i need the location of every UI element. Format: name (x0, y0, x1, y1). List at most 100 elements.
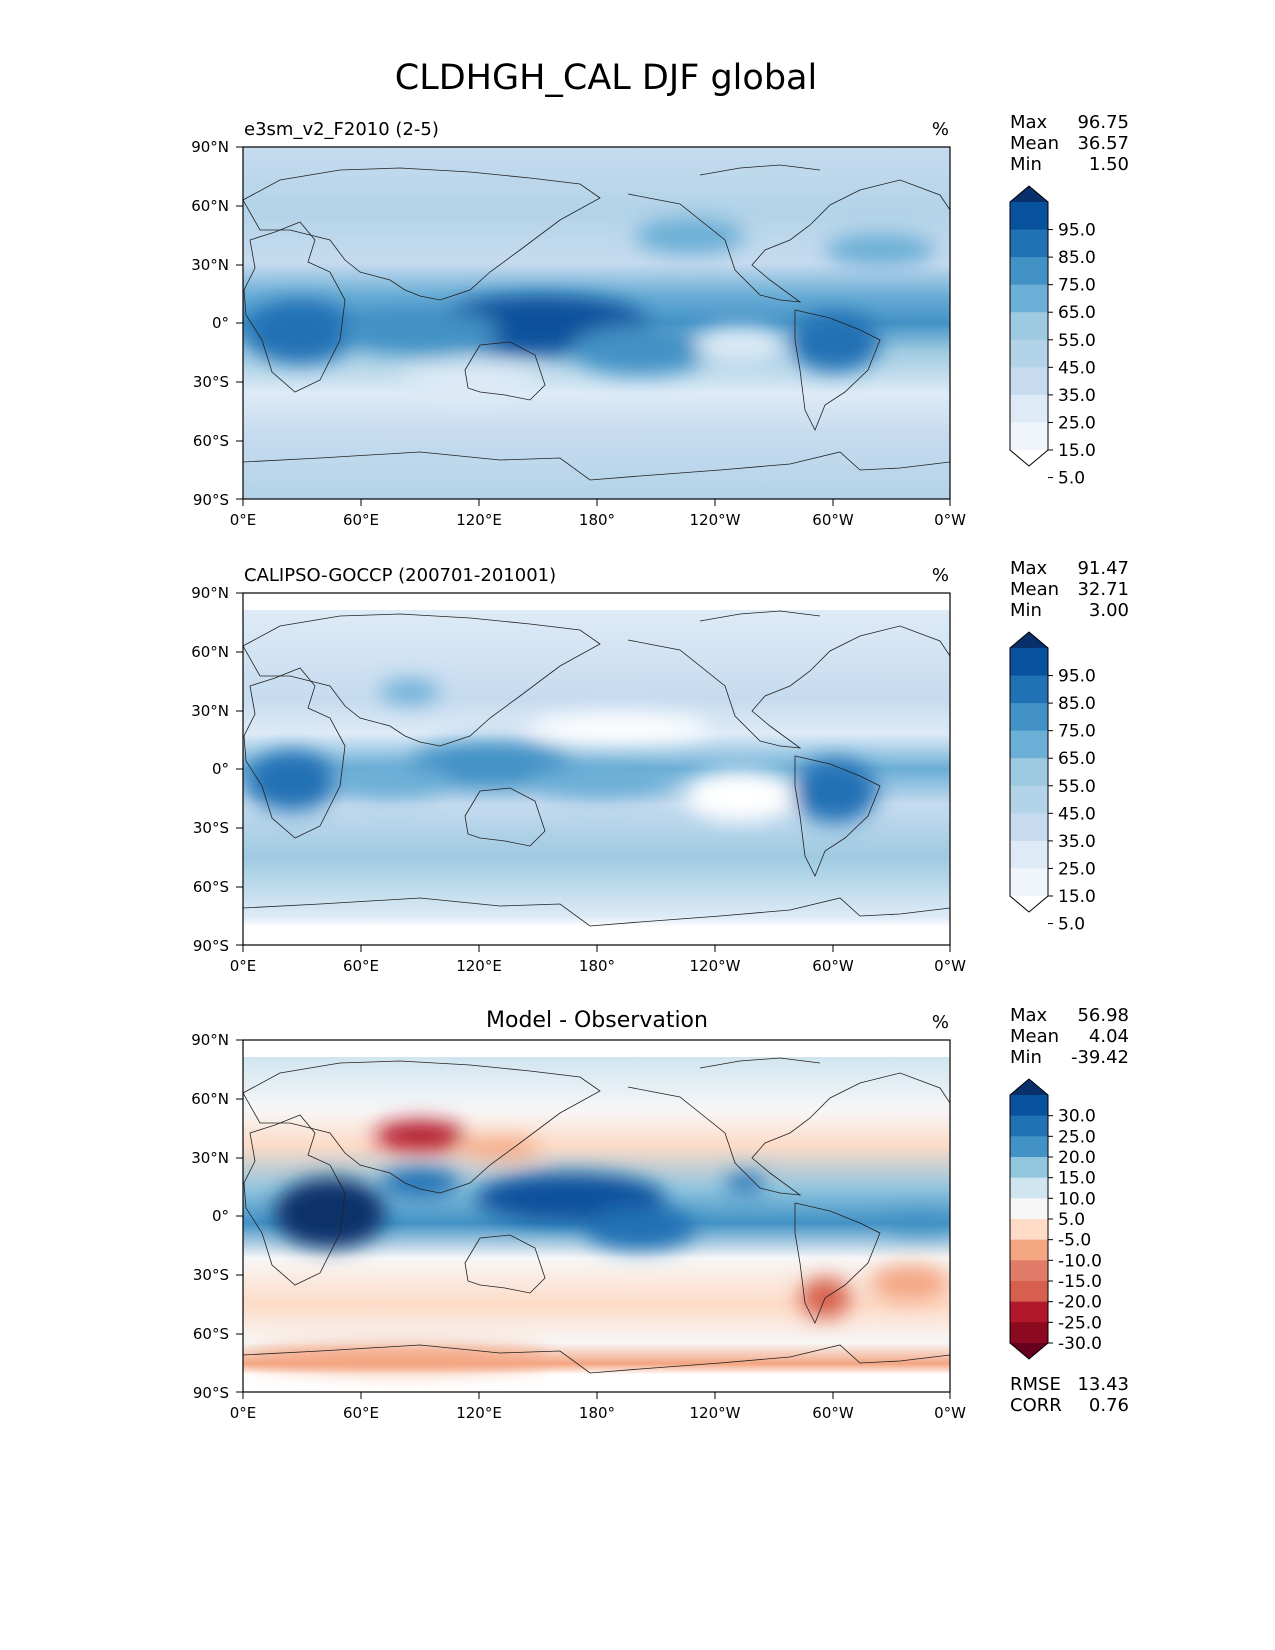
colorbar-tick-label: 10.0 (1058, 1189, 1096, 1209)
colorbar-segment (1010, 1281, 1048, 1303)
panel-title: CALIPSO-GOCCP (200701-201001) (244, 565, 556, 586)
colorbar-segment (1010, 1095, 1048, 1117)
lon-tick-label: 0°E (230, 511, 257, 529)
lat-tick-label: 60°S (193, 878, 229, 896)
colorbar-segment (1010, 339, 1048, 368)
lat-tick-label: 0° (212, 314, 229, 332)
lat-axis: 90°N 60°N 30°N 0° 30°S 60°S 90°S (191, 1031, 243, 1402)
stat-label: Max (1010, 558, 1048, 579)
negative-bias-south-atlantic (870, 1265, 950, 1301)
lon-tick-label: 0°E (230, 957, 257, 975)
map-field (243, 147, 950, 499)
lat-tick-label: 90°N (191, 1031, 229, 1049)
colorbar: 30.025.020.015.010.05.0-5.0-10.0-15.0-20… (1009, 1078, 1102, 1360)
colorbar-tick-label: -5.0 (1058, 1231, 1091, 1251)
coastlines (243, 164, 950, 481)
spcz-band (570, 325, 710, 375)
colorbar-tick-label: 5.0 (1058, 1210, 1085, 1230)
lat-tick-label: 90°S (193, 1384, 229, 1402)
colorbar-tick-label: 25.0 (1058, 859, 1096, 879)
colorbar-segment (1010, 229, 1048, 258)
missing-data-north (243, 1040, 950, 1057)
colorbar-segment (1010, 785, 1048, 814)
missing-data-north (243, 593, 950, 610)
colorbar-segment (1010, 1239, 1048, 1261)
colorbar-segment (1010, 1198, 1048, 1220)
colorbar-segment (1010, 284, 1048, 313)
colorbar-tick-label: 35.0 (1058, 386, 1096, 406)
lat-axis: 90°N 60°N 30°N 0° 30°S 60°S 90°S (191, 584, 243, 955)
map-field (243, 593, 950, 945)
lon-tick-label: 0°E (230, 1404, 257, 1422)
tibet-cloud-patch (380, 680, 440, 704)
panel-observation: CALIPSO-GOCCP (200701-201001) % (191, 558, 1129, 975)
stat-value: 1.50 (1089, 154, 1129, 175)
warm-pool-cloud-maximum (410, 742, 570, 786)
lon-axis: 0°E 60°E 120°E 180° 120°W 60°W 0°W (230, 499, 966, 529)
lon-tick-label: 120°W (690, 1404, 741, 1422)
colorbar: 95.0 85.0 75.0 65.0 55.0 45.0 35.0 25.0 15.0 5.0 (1009, 185, 1096, 489)
positive-bias-amazon-edge (725, 1173, 765, 1193)
lon-tick-label: 0°W (934, 957, 966, 975)
colorbar-extend-max (1010, 186, 1048, 202)
colorbar-tick-label: 15.0 (1058, 441, 1096, 461)
colorbar-tick-label: 35.0 (1058, 832, 1096, 852)
stat-value: 32.71 (1077, 579, 1129, 600)
colorbar-tick-label: 30.0 (1058, 1107, 1096, 1127)
lat-tick-label: 60°S (193, 432, 229, 450)
eastern-pacific-clear (685, 771, 795, 821)
negative-bias-tibet (375, 1121, 465, 1151)
lat-tick-label: 60°N (191, 643, 229, 661)
africa-cloud-maximum (247, 751, 337, 811)
missing-data-south (243, 930, 950, 945)
colorbar-segment (1010, 1219, 1048, 1241)
figure-title: CLDHGH_CAL DJF global (395, 58, 817, 98)
stat-value: 96.75 (1077, 112, 1129, 133)
coastlines (243, 1057, 950, 1374)
colorbar-tick-label: 85.0 (1058, 248, 1096, 268)
stat-label: Min (1010, 600, 1042, 621)
lat-tick-label: 30°N (191, 256, 229, 274)
lon-tick-label: 120°E (456, 1404, 502, 1422)
lat-tick-label: 0° (212, 760, 229, 778)
colorbar-tick-label: 5.0 (1058, 915, 1085, 935)
colorbar-segment (1010, 1177, 1048, 1199)
colorbar-segment (1010, 648, 1048, 677)
africa-cloud-maximum (245, 300, 355, 364)
colorbar-tick-label: 85.0 (1058, 694, 1096, 714)
subtropical-clear-south (400, 365, 540, 395)
stat-label: Min (1010, 1047, 1042, 1068)
lat-tick-label: 90°N (191, 138, 229, 156)
colorbar-segment (1010, 257, 1048, 286)
panel-model: e3sm_v2_F2010 (2-5) % (191, 112, 1129, 529)
lon-tick-label: 120°W (690, 511, 741, 529)
colorbar-tick-label: -25.0 (1058, 1313, 1102, 1333)
coastlines (243, 610, 950, 927)
colorbar-segment (1010, 840, 1048, 869)
colorbar-segment (1010, 730, 1048, 759)
colorbar: 95.0 85.0 75.0 65.0 55.0 45.0 35.0 25.0 15.0 5.0 (1009, 631, 1096, 935)
amazon-cloud-maximum (793, 759, 877, 823)
lon-tick-label: 60°E (343, 511, 379, 529)
colorbar-tick-label: -30.0 (1058, 1334, 1102, 1354)
panel-difference: Model - Observation % (191, 1005, 1129, 1422)
lon-tick-label: 120°E (456, 957, 502, 975)
colorbar-tick-label: 55.0 (1058, 777, 1096, 797)
indian-ocean-band (340, 310, 500, 354)
lat-tick-label: 30°S (193, 373, 229, 391)
stat-value: 3.00 (1089, 600, 1129, 621)
stats-block: Max 96.75 Mean 36.57 Min 1.50 (1010, 112, 1129, 175)
metric-label: RMSE (1010, 1374, 1061, 1395)
lat-tick-label: 60°S (193, 1325, 229, 1343)
lon-tick-label: 120°E (456, 511, 502, 529)
colorbar-segment (1010, 1136, 1048, 1158)
lat-tick-label: 60°N (191, 197, 229, 215)
positive-bias-india (380, 1168, 460, 1198)
lon-tick-label: 0°W (934, 511, 966, 529)
colorbar-extend-max (1010, 1079, 1048, 1095)
stat-value: 91.47 (1077, 558, 1129, 579)
lat-axis: 90°N 60°N 30°N 0° 30°S 60°S 90°S (191, 138, 243, 509)
colorbar-tick-label: 65.0 (1058, 303, 1096, 323)
lat-tick-label: 60°N (191, 1090, 229, 1108)
